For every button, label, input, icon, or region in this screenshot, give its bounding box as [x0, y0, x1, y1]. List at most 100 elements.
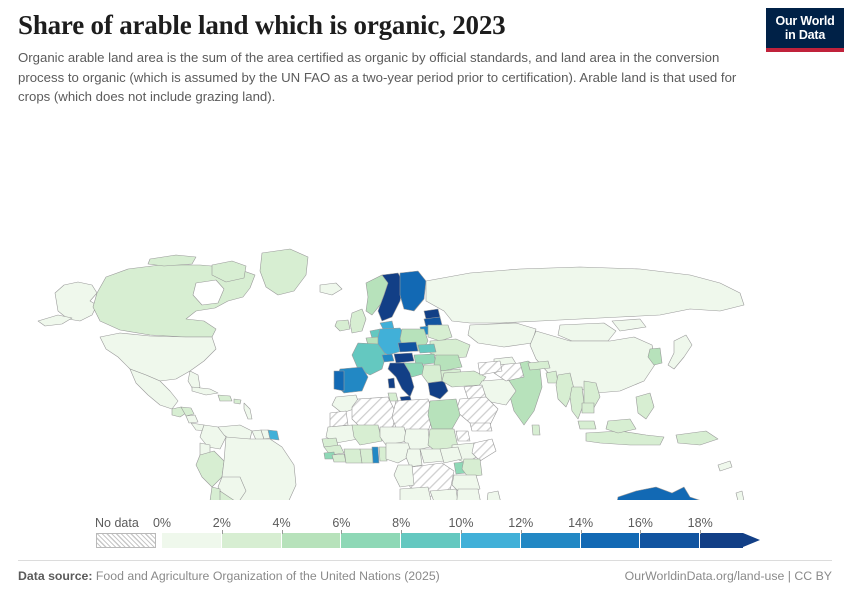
country-austria[interactable] [393, 352, 415, 364]
country-united-kingdom[interactable] [349, 308, 367, 334]
country-mongolia-2[interactable] [611, 318, 647, 332]
country-romania[interactable] [433, 354, 463, 372]
country-indonesia[interactable] [585, 430, 665, 446]
country-aleutians[interactable] [37, 314, 73, 327]
country-japan[interactable] [667, 334, 693, 370]
legend-tickmark-6 [520, 530, 522, 534]
country-bangladesh[interactable] [545, 370, 559, 384]
country-south-sudan[interactable] [439, 446, 463, 464]
legend-no-data-label: No data [95, 516, 139, 530]
world-map[interactable] [0, 125, 850, 500]
country-finland[interactable] [399, 270, 427, 312]
country-borneo[interactable] [605, 418, 637, 434]
country-iceland[interactable] [319, 282, 343, 296]
country-somalia-nodata[interactable] [471, 438, 497, 462]
country-philippines[interactable] [635, 392, 655, 420]
footer-link[interactable]: OurWorldinData.org/land-use | CC BY [624, 569, 832, 583]
country-tunisia[interactable] [387, 392, 399, 402]
country-nepal-bhutan[interactable] [527, 360, 551, 371]
country-kenya[interactable] [461, 458, 483, 478]
world-map-svg[interactable] [0, 125, 850, 500]
country-egypt[interactable] [427, 398, 461, 430]
country-argentina[interactable] [216, 490, 248, 500]
country-sardinia[interactable] [387, 377, 396, 389]
country-australia[interactable] [614, 486, 716, 500]
country-benin[interactable] [378, 446, 388, 462]
country-cuba[interactable] [191, 386, 219, 396]
country-malaysia[interactable] [577, 420, 597, 430]
country-myanmar[interactable] [555, 372, 575, 408]
country-switzerland[interactable] [381, 353, 395, 363]
country-mali[interactable] [351, 424, 383, 446]
country-togo[interactable] [371, 446, 380, 464]
legend-bin-4[interactable] [401, 533, 461, 548]
country-lesser-antilles[interactable] [243, 402, 253, 420]
country-greece[interactable] [427, 380, 449, 400]
legend-bin-8[interactable] [640, 533, 701, 548]
country-ukraine[interactable] [429, 338, 471, 360]
country-united-states[interactable] [99, 332, 217, 382]
country-kazakhstan[interactable] [467, 322, 537, 348]
country-serbia-balkans[interactable] [421, 364, 443, 384]
country-ivory-coast[interactable] [343, 448, 363, 464]
country-angola[interactable] [399, 486, 432, 500]
country-niger[interactable] [379, 426, 409, 446]
country-puerto-rico[interactable] [233, 398, 242, 405]
country-portugal[interactable] [333, 370, 345, 392]
country-ghana[interactable] [359, 448, 375, 464]
legend-tick-9: 18% [687, 516, 713, 530]
country-turkey[interactable] [441, 370, 487, 388]
country-chile[interactable] [208, 486, 224, 500]
legend-bin-2[interactable] [281, 533, 342, 548]
country-french-guiana[interactable] [267, 429, 280, 441]
country-western-sahara-nodata[interactable] [329, 410, 349, 428]
country-ireland[interactable] [334, 319, 351, 332]
country-iraq-nodata[interactable] [463, 384, 487, 400]
country-greenland[interactable] [259, 248, 309, 296]
legend-bin-7[interactable] [580, 533, 641, 548]
country-cameroon[interactable] [405, 448, 423, 468]
legend-bin-9[interactable] [700, 533, 744, 548]
legend-bin-6[interactable] [520, 533, 581, 548]
country-czechia[interactable] [397, 341, 419, 353]
country-nigeria[interactable] [385, 442, 413, 464]
country-peru[interactable] [195, 450, 225, 488]
legend-bin-0[interactable] [162, 533, 222, 548]
country-eritrea-nodata[interactable] [455, 430, 471, 442]
legend-tick-8: 16% [627, 516, 653, 530]
legend-no-data-swatch[interactable] [96, 533, 156, 548]
country-zambia[interactable] [429, 488, 458, 500]
country-mexico[interactable] [129, 368, 179, 410]
country-canada-arctic[interactable] [147, 254, 197, 267]
owid-logo[interactable]: Our World in Data [766, 8, 844, 52]
legend-tickmark-8 [640, 530, 642, 534]
country-slovakia[interactable] [417, 343, 437, 354]
legend-bin-1[interactable] [221, 533, 282, 548]
country-russia[interactable] [425, 266, 745, 324]
country-koreas[interactable] [647, 347, 663, 366]
legend-tick-0: 0% [152, 516, 172, 530]
country-gabon-congo[interactable] [393, 464, 415, 488]
country-madagascar[interactable] [486, 490, 502, 500]
country-solomon-islands[interactable] [717, 460, 733, 472]
country-nicaragua[interactable] [185, 414, 199, 424]
legend-bin-3[interactable] [341, 533, 402, 548]
country-yemen-nodata[interactable] [469, 422, 493, 432]
country-mongolia[interactable] [557, 322, 617, 342]
country-hispaniola[interactable] [217, 394, 233, 402]
legend-bin-5[interactable] [461, 533, 521, 548]
country-alaska[interactable] [54, 281, 98, 322]
legend-color-ramp[interactable] [162, 533, 761, 548]
country-sri-lanka[interactable] [531, 424, 541, 436]
country-thailand[interactable] [569, 386, 585, 420]
country-liberia[interactable] [331, 453, 347, 463]
country-belarus[interactable] [427, 324, 453, 342]
country-honduras[interactable] [180, 406, 195, 417]
country-cambodia[interactable] [581, 402, 595, 414]
country-vanuatu[interactable] [735, 490, 745, 500]
country-baffin[interactable] [211, 260, 247, 283]
country-mozambique[interactable] [456, 488, 482, 500]
country-turkmenistan-nodata[interactable] [477, 360, 503, 376]
country-papua-new-guinea[interactable] [675, 430, 719, 446]
page-title: Share of arable land which is organic, 2… [18, 10, 506, 40]
